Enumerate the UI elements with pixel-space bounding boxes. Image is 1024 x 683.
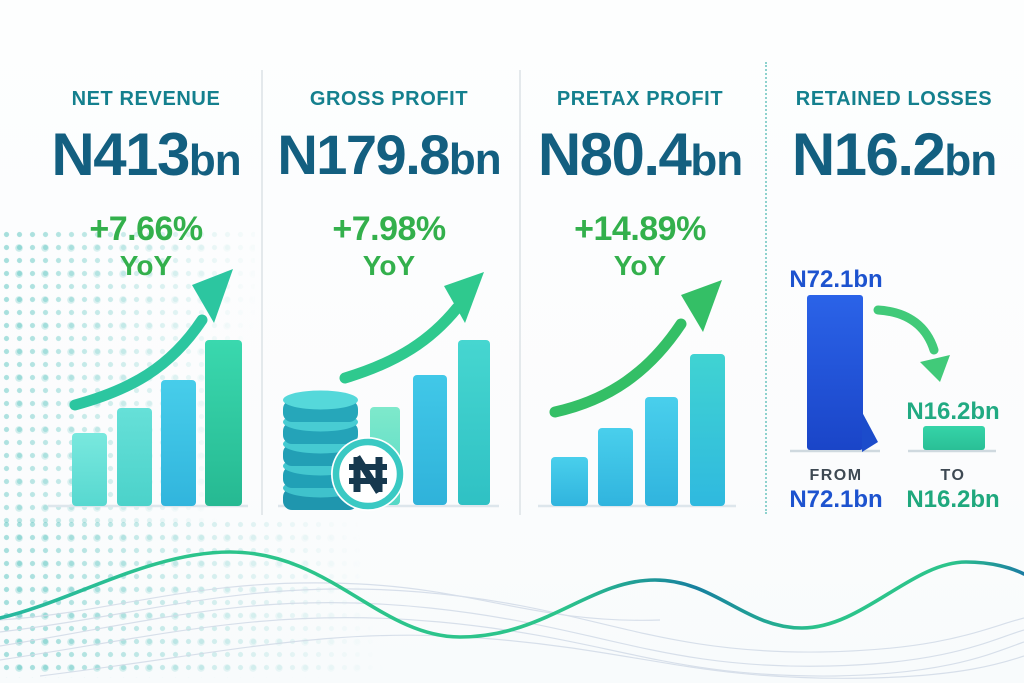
bar-chart-with-up-arrow — [538, 280, 736, 508]
to-label: TO — [940, 467, 966, 484]
yoy-label: YoY — [613, 250, 667, 281]
metric-value: N16.2bn — [778, 122, 1010, 194]
metric-title: NET REVENUE — [71, 88, 221, 110]
wave-lines — [0, 550, 1024, 679]
decline-arrow-icon — [873, 305, 950, 382]
yoy-change-value: +14.89% — [574, 210, 706, 248]
to-value: N16.2bn — [906, 486, 1000, 513]
bar — [413, 375, 447, 505]
metric-column-pretax-profit: PRETAX PROFIT N80.4bn +14.89% YoY — [524, 60, 756, 522]
bar-chart-with-up-arrow — [48, 269, 248, 508]
metric-title: PRETAX PROFIT — [556, 88, 724, 110]
bar — [690, 354, 725, 506]
bar — [72, 433, 107, 506]
metric-value-number: N413 — [51, 121, 190, 188]
metric-value-unit: bn — [188, 136, 242, 185]
growth-arrow-icon — [549, 280, 722, 418]
growth-arrow-icon — [339, 272, 484, 384]
yoy-change-value: +7.98% — [332, 210, 446, 248]
metric-value: N179.8bn — [273, 122, 505, 193]
decorative-wave-band — [0, 528, 1024, 683]
column-divider-2 — [519, 70, 521, 515]
metric-value-unit: bn — [448, 135, 502, 184]
bar — [161, 380, 196, 506]
bar — [598, 428, 633, 506]
primary-wave-line — [0, 550, 1024, 639]
column-divider-dotted — [765, 62, 767, 514]
bar — [205, 340, 242, 506]
from-bar-value-label: N72.1bn — [789, 266, 883, 293]
to-bar — [923, 426, 985, 450]
yoy-label: YoY — [119, 250, 173, 281]
naira-coin-badge-icon — [331, 437, 405, 511]
from-value: N72.1bn — [789, 486, 883, 513]
to-bar-value-label: N16.2bn — [906, 398, 1000, 425]
bar — [117, 408, 152, 506]
bar-chart-with-coins-and-up-arrow — [278, 272, 499, 511]
metric-title: RETAINED LOSSES — [795, 88, 993, 110]
naira-symbol-glyph — [349, 455, 387, 494]
metric-value: N80.4bn — [524, 122, 756, 194]
metric-value: N413bn — [30, 122, 262, 194]
from-bar — [807, 295, 878, 452]
from-label: FROM — [809, 467, 863, 484]
bars-group — [551, 354, 725, 506]
metric-column-retained-losses: RETAINED LOSSES N16.2bn N72.1bn N16.2bn … — [778, 60, 1010, 522]
metric-value-unit: bn — [690, 136, 743, 185]
metric-column-net-revenue: NET REVENUE N413bn +7.66% YoY — [30, 60, 262, 522]
yoy-change-value: +7.66% — [89, 210, 203, 248]
yoy-label: YoY — [362, 250, 416, 281]
metric-value-number: N80.4 — [537, 121, 692, 188]
metric-value-number: N16.2 — [791, 121, 946, 188]
bar — [645, 397, 678, 506]
bar — [458, 340, 490, 505]
bars-group — [72, 340, 242, 506]
metric-column-gross-profit: GROSS PROFIT N179.8bn +7.98% YoY — [273, 60, 505, 522]
from-to-comparison-chart — [790, 295, 996, 453]
growth-arrow-icon — [69, 269, 233, 411]
metric-value-number: N179.8 — [277, 123, 450, 186]
column-divider-1 — [261, 70, 263, 515]
metric-value-unit: bn — [944, 136, 997, 185]
metric-title: GROSS PROFIT — [309, 88, 469, 110]
bar — [551, 457, 588, 506]
